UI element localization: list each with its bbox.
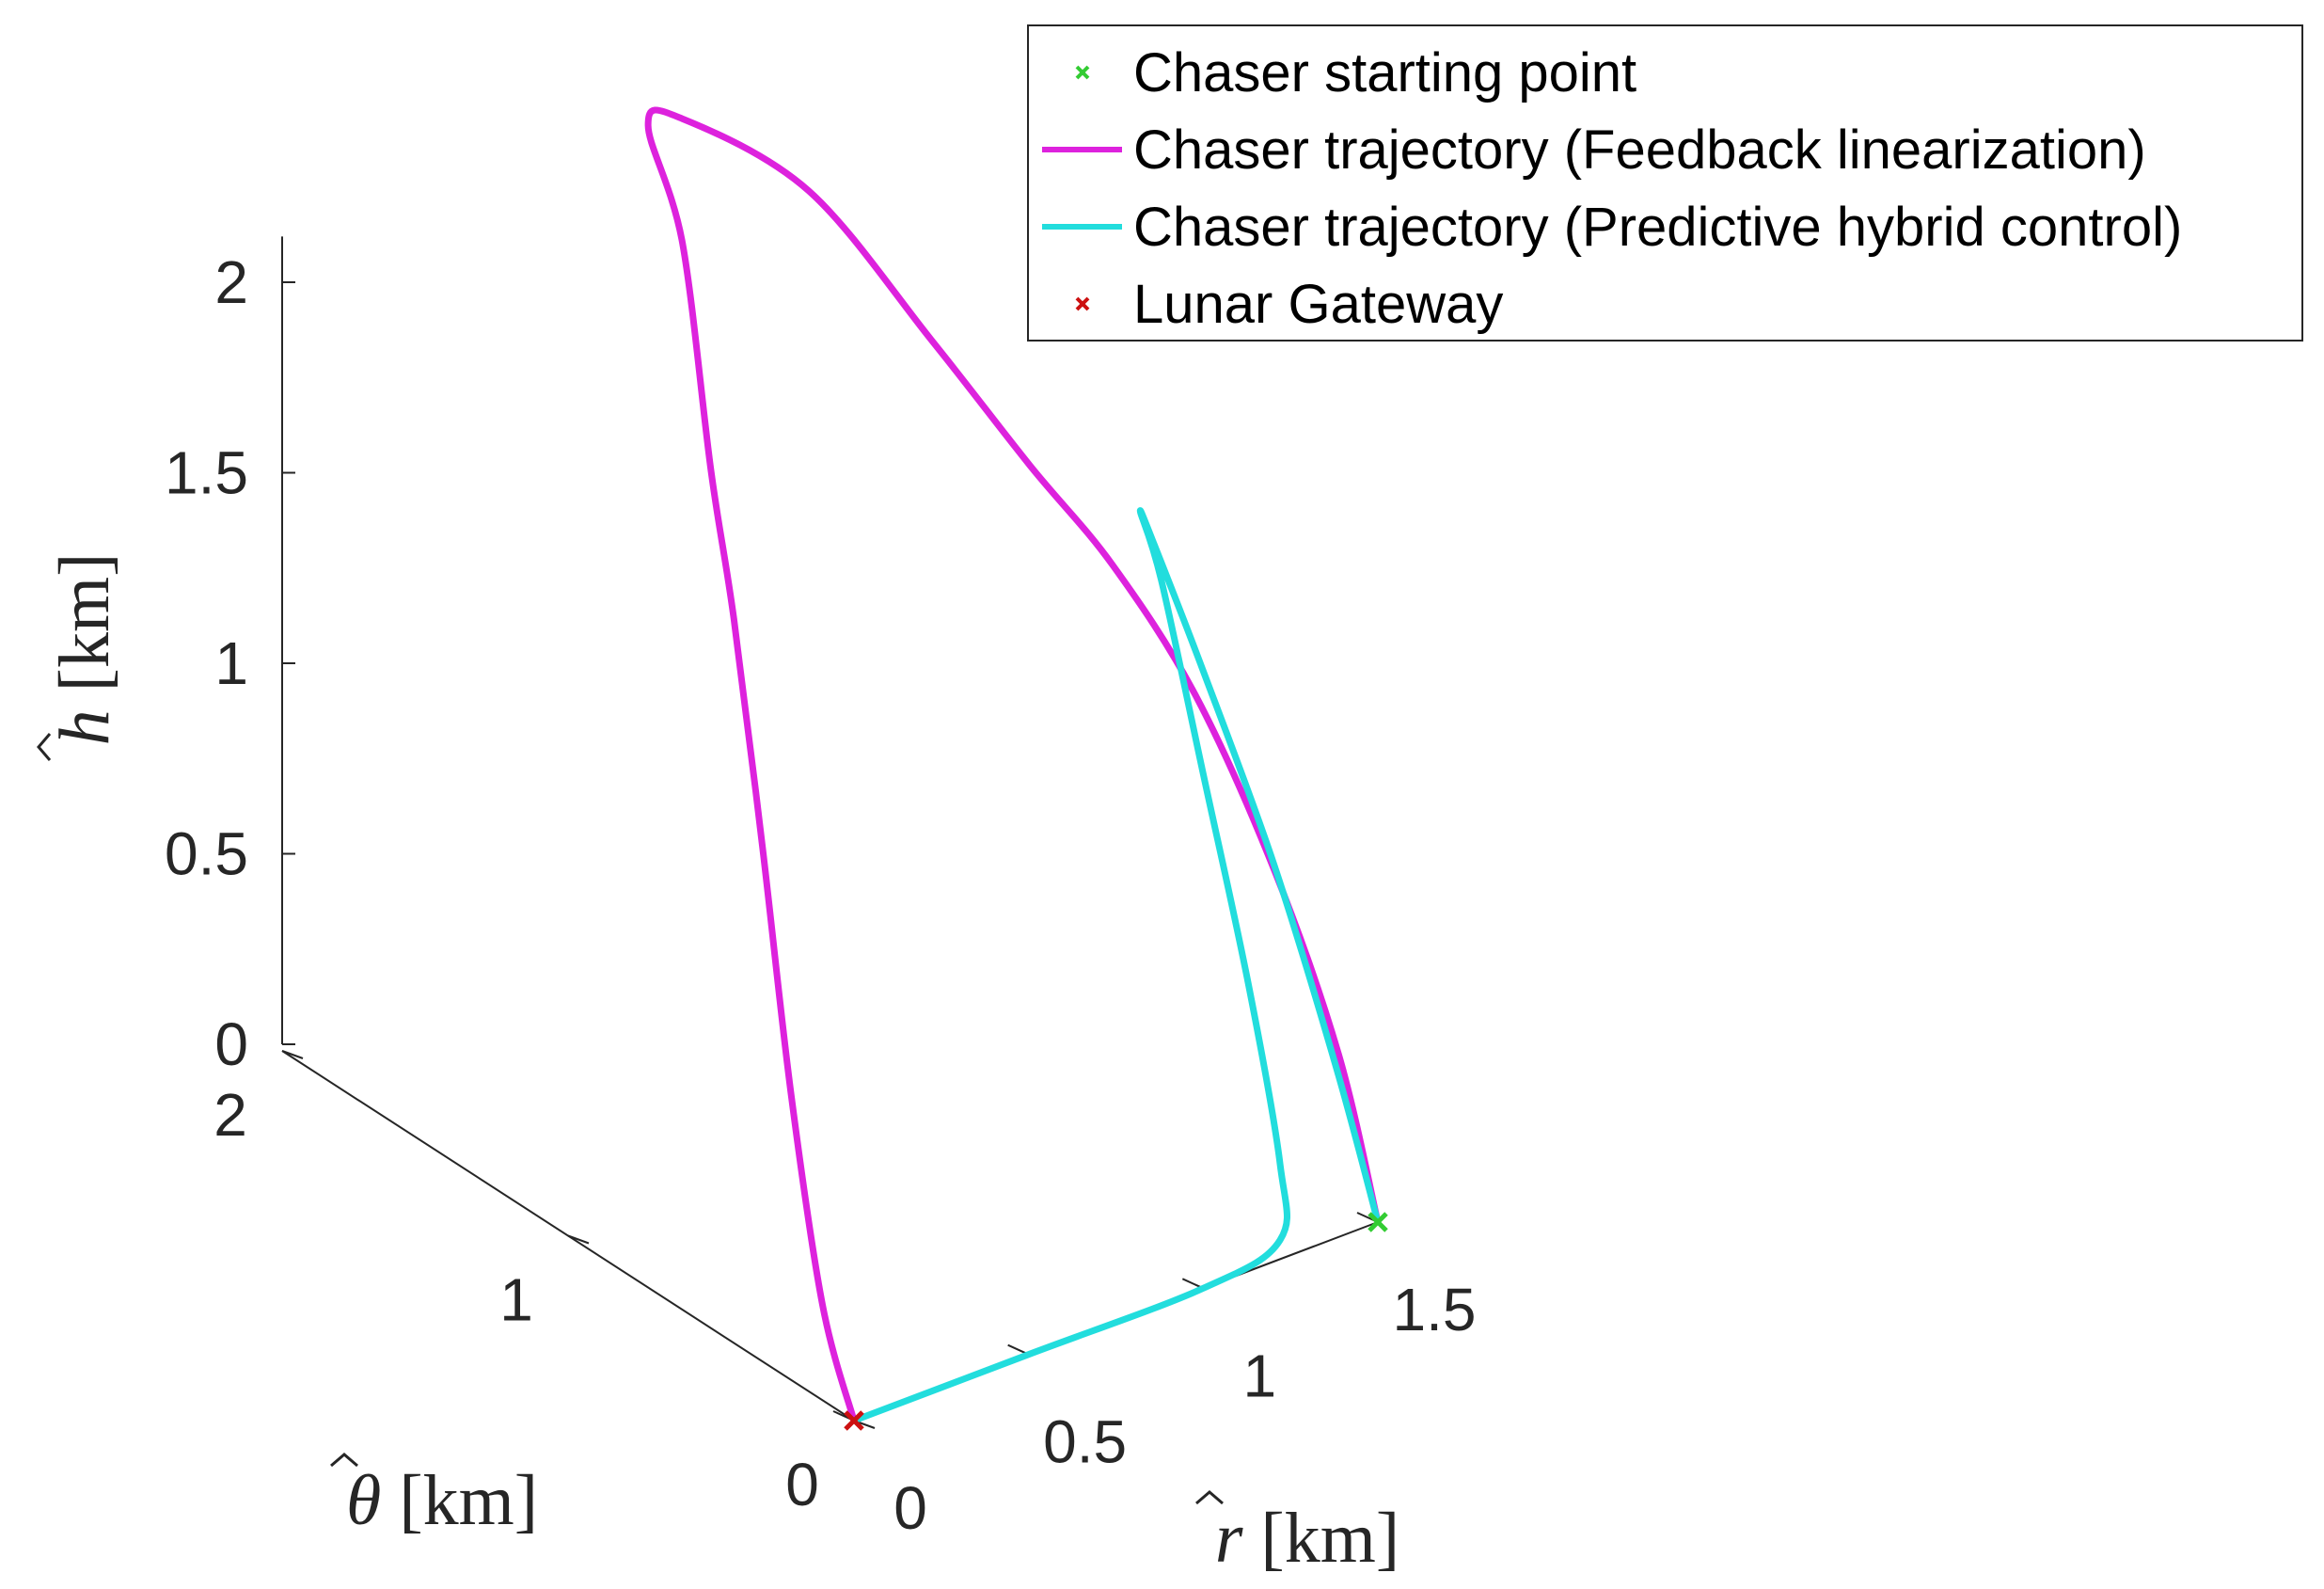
r-tick-label: 1 — [1243, 1342, 1277, 1409]
series-group — [644, 106, 1388, 1431]
legend-label: Chaser trajectory (Predictive hybrid con… — [1133, 197, 2182, 258]
series-marker-3 — [844, 1410, 864, 1431]
svg-text:r [km]: r [km] — [1215, 1499, 1399, 1578]
theta-tick-mark — [567, 1234, 590, 1245]
h-tick-label: 0 — [214, 1010, 248, 1078]
axis-labels-group: r [km] θ [km] h [km] — [37, 553, 1399, 1578]
h-tick-label: 2 — [214, 248, 248, 316]
theta-tick-label: 1 — [499, 1266, 533, 1334]
h-tick-label: 1 — [214, 629, 248, 697]
theta-axis-label-hat — [330, 1453, 358, 1468]
legend-item: Chaser starting point — [1075, 42, 1636, 103]
r-tick-label: 0 — [893, 1474, 927, 1542]
legend-item: Chaser trajectory (Predictive hybrid con… — [1042, 197, 2182, 258]
h-tick-label: 0.5 — [165, 820, 248, 888]
legend-marker-swatch — [1075, 65, 1090, 80]
theta-tick-label: 2 — [213, 1081, 247, 1149]
legend-item: Lunar Gateway — [1075, 274, 1503, 335]
theta-tick-mark — [281, 1050, 304, 1059]
legend-marker-swatch — [1075, 296, 1090, 311]
r-axis-label-hat — [1195, 1490, 1224, 1505]
legend-label: Lunar Gateway — [1133, 274, 1503, 335]
series-line-1 — [644, 106, 1382, 1424]
svg-text:h [km]: h [km] — [45, 553, 124, 746]
series-marker-0 — [1368, 1212, 1388, 1232]
h-axis-label: h [km] — [37, 553, 124, 761]
h-axis-label-hat — [37, 733, 52, 761]
legend-label: Chaser starting point — [1133, 42, 1636, 103]
series-line-2 — [850, 507, 1382, 1424]
theta-axis-label: θ [km] — [330, 1453, 538, 1540]
svg-text:θ [km]: θ [km] — [346, 1461, 538, 1540]
theta-tick-label: 0 — [785, 1451, 819, 1518]
r-axis-label: r [km] — [1195, 1490, 1399, 1578]
r-tick-label: 1.5 — [1393, 1276, 1477, 1343]
legend-label: Chaser trajectory (Feedback linearizatio… — [1133, 119, 2146, 181]
r-tick-label: 0.5 — [1043, 1408, 1127, 1476]
legend-item: Chaser trajectory (Feedback linearizatio… — [1042, 119, 2146, 181]
h-tick-label: 1.5 — [165, 439, 248, 507]
legend-box — [1027, 24, 2303, 342]
legend: Chaser starting point Chaser trajectory (… — [1027, 24, 2303, 342]
